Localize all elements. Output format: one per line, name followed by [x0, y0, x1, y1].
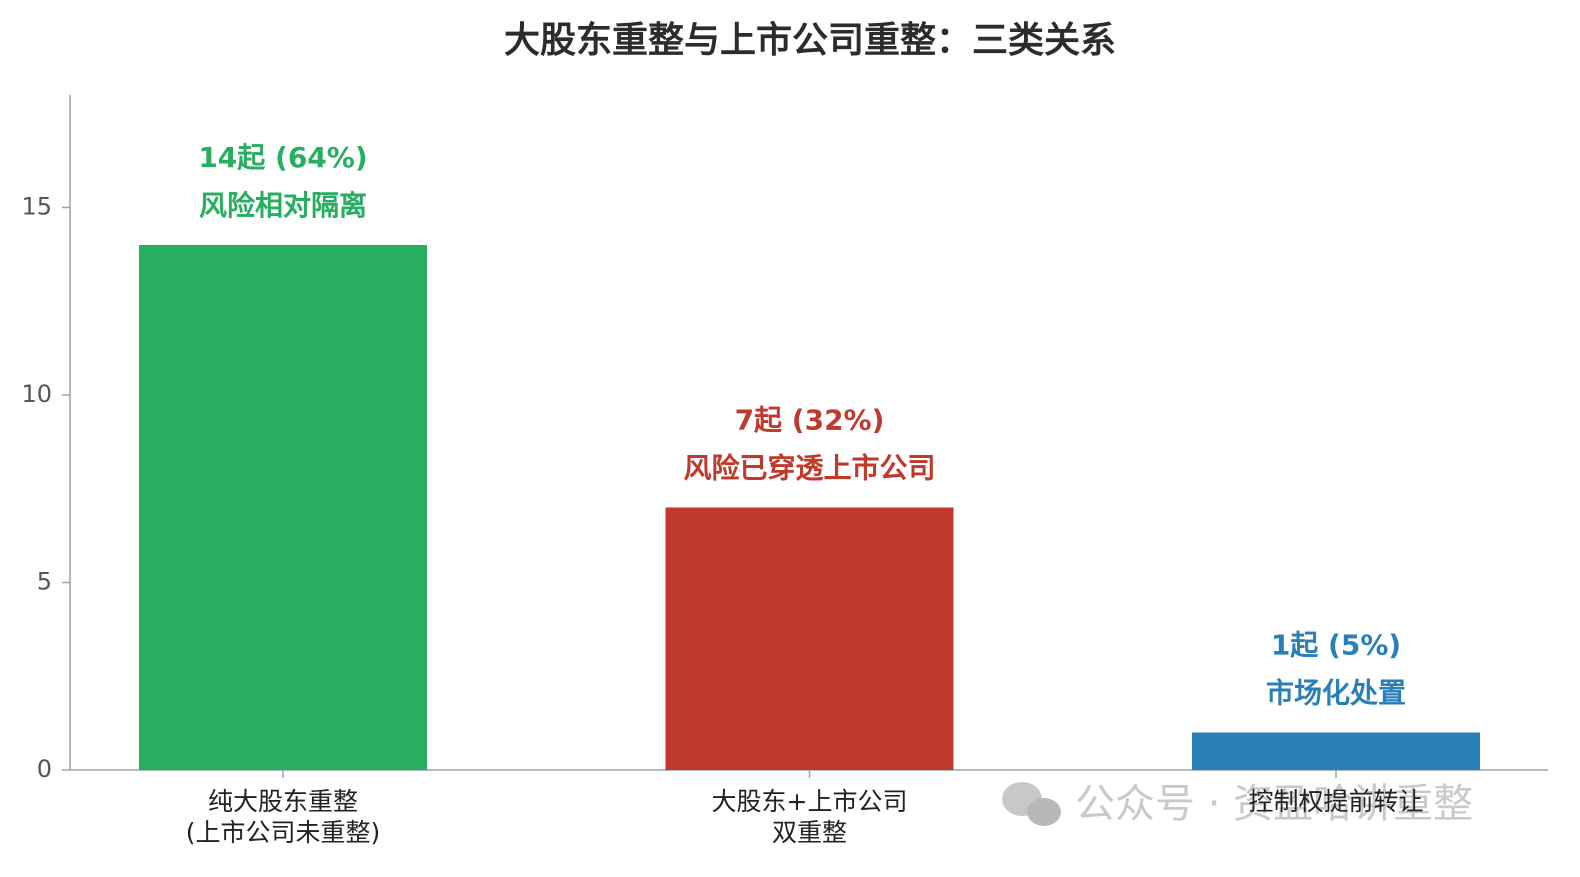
chart-title: 大股东重整与上市公司重整：三类关系 — [504, 20, 1116, 61]
watermark-icon — [1002, 782, 1061, 826]
bar — [1192, 732, 1480, 770]
watermark: 公众号 · 资盈哈讲重整 — [1075, 781, 1473, 827]
y-tick-label: 10 — [21, 380, 52, 408]
x-tick-label: 纯大股东重整(上市公司未重整) — [186, 787, 381, 847]
value-label: 7起 (32%) — [735, 404, 885, 437]
bar — [665, 507, 954, 770]
y-tick-label: 5 — [37, 568, 52, 596]
x-tick-label: 控制权提前转让 — [1248, 787, 1423, 816]
y-tick-label: 15 — [21, 193, 52, 221]
y-tick-label: 0 — [37, 755, 52, 783]
value-label: 1起 (5%) — [1271, 629, 1401, 662]
annotation: 风险已穿透上市公司 — [683, 452, 935, 485]
value-label: 14起 (64%) — [198, 141, 367, 174]
annotation: 市场化处置 — [1266, 677, 1406, 710]
bar — [139, 245, 427, 770]
annotation: 风险相对隔离 — [199, 189, 367, 222]
x-tick-label: 大股东+上市公司双重整 — [712, 787, 908, 847]
